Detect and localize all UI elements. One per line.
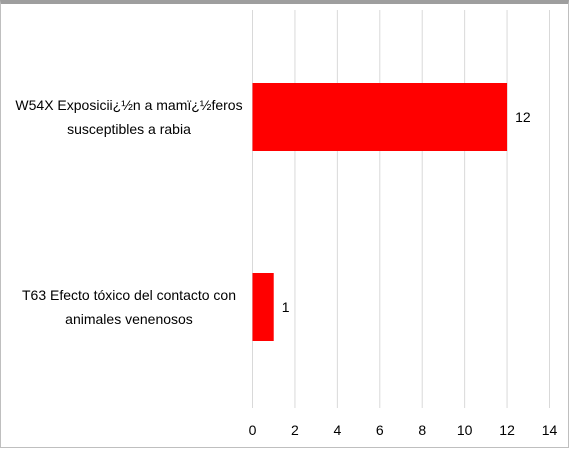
category-label: T63 Efecto tóxico del contacto con [22,287,236,303]
x-tick-label: 6 [376,422,384,438]
category-label: W54X Exposicii¿½n a mamï¿½feros [15,97,242,113]
x-tick-label: 0 [249,422,257,438]
x-tick-label: 14 [542,422,558,438]
bar [252,273,274,341]
bar [252,83,508,151]
data-label: 1 [282,299,290,315]
x-axis-tick-labels: 0 2 4 6 8 10 12 14 [249,422,558,438]
category-labels: W54X Exposicii¿½n a mamï¿½feros susceptib… [15,97,242,327]
category-label: susceptibles a rabia [67,121,191,137]
category-label: animales venenosos [65,311,193,327]
x-tick-label: 4 [333,422,341,438]
x-tick-label: 2 [291,422,299,438]
bars [252,83,508,341]
data-labels: 12 1 [282,109,531,315]
x-tick-label: 8 [418,422,426,438]
x-tick-label: 12 [499,422,515,438]
gridlines [252,10,550,408]
x-tick-label: 10 [457,422,473,438]
data-label: 12 [515,109,531,125]
bar-chart: 12 1 W54X Exposicii¿½n a mamï¿½feros susce… [15,10,558,438]
